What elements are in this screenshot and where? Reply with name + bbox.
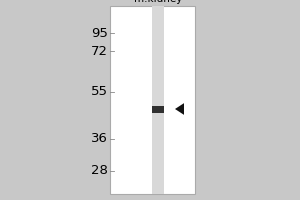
Text: 28: 28 bbox=[91, 164, 108, 177]
Polygon shape bbox=[175, 103, 184, 115]
Text: 95: 95 bbox=[91, 27, 108, 40]
Bar bbox=[152, 106, 164, 112]
Bar bbox=[110, 6, 195, 194]
Text: 36: 36 bbox=[91, 132, 108, 145]
Bar bbox=[152, 6, 164, 194]
Text: 55: 55 bbox=[91, 85, 108, 98]
Text: 72: 72 bbox=[91, 45, 108, 58]
Text: m.kidney: m.kidney bbox=[134, 0, 182, 4]
